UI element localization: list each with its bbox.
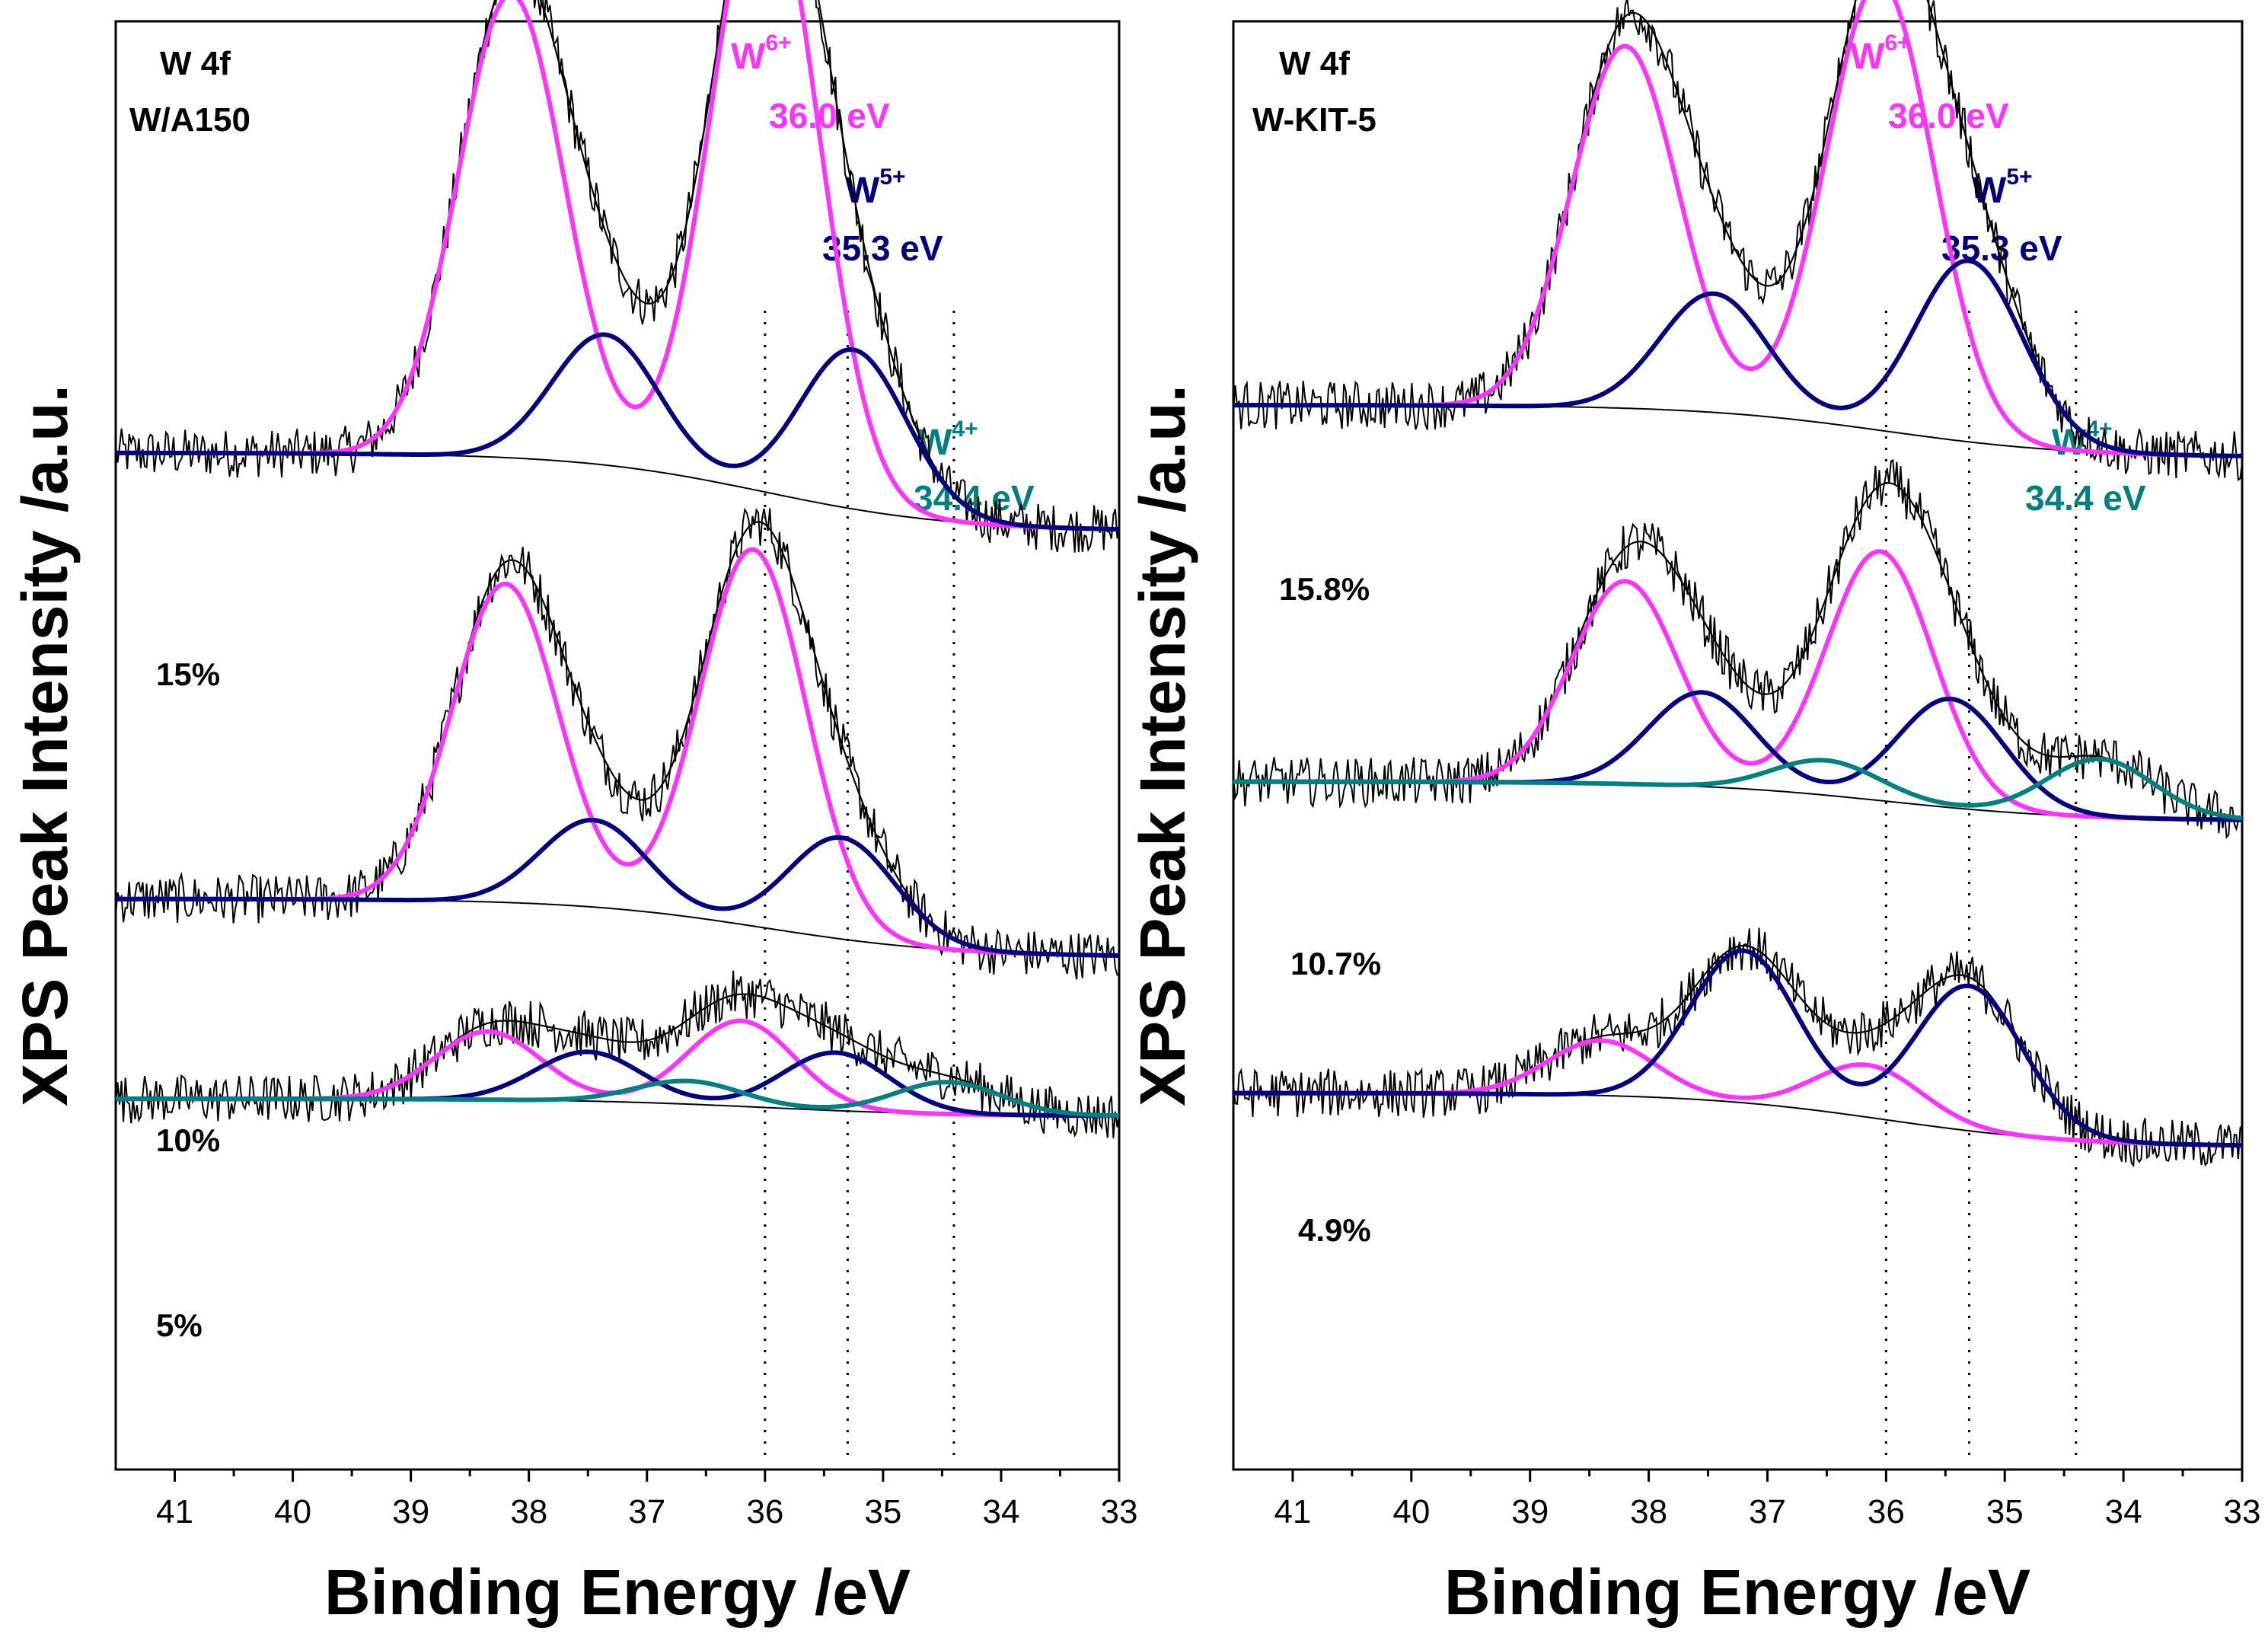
- raw-data-line: [1233, 458, 2243, 840]
- state-superscript: 6+: [765, 30, 791, 56]
- x-tick-label: 39: [1511, 1493, 1549, 1530]
- raw-data-line: [115, 970, 1120, 1138]
- x-tick-label: 33: [2224, 1493, 2261, 1530]
- sample-title: W 4f: [160, 45, 231, 82]
- panel-left: 41 40 39 38 37 36 35 34 33 Binding Energy /eV XPS …: [9, 0, 1137, 1628]
- component-w5plus: [115, 818, 1120, 958]
- state-energy: 36.0 eV: [769, 96, 890, 136]
- sample-title: W-KIT-5: [1252, 101, 1376, 139]
- plot-frame: [114, 20, 1121, 1471]
- sample-title: W/A150: [129, 101, 250, 139]
- state-energy: 34.4 eV: [2025, 478, 2146, 518]
- state-superscript: 5+: [2006, 164, 2032, 190]
- x-tick-label: 37: [628, 1493, 665, 1530]
- component-w6plus: [115, 547, 1120, 958]
- y-axis-title: XPS Peak Intensity /a.u.: [1127, 385, 1198, 1106]
- spectrum-label: 15.8%: [1279, 571, 1370, 607]
- state-label: W6+: [1850, 30, 1911, 77]
- background-line: [1233, 1092, 2242, 1147]
- state-symbol: W: [731, 37, 766, 77]
- component-w5plus: [1233, 948, 2243, 1148]
- plot-frame: [1232, 20, 2244, 1471]
- component-w4plus: [1233, 756, 2243, 821]
- raw-data-line: [115, 0, 1120, 553]
- component-w6plus: [1233, 0, 2243, 458]
- spectrum-label: 10%: [156, 1122, 220, 1158]
- y-axis-title: XPS Peak Intensity /a.u.: [9, 385, 81, 1106]
- state-energy: 36.0 eV: [1888, 96, 2009, 136]
- x-tick-label: 36: [746, 1493, 783, 1530]
- state-label: W6+: [731, 30, 792, 77]
- component-w5plus: [115, 332, 1120, 532]
- panel-right: 41 40 39 38 37 36 35 34 33 Binding Energy /eV XPS …: [1127, 0, 2260, 1628]
- spectrum-label: 4.9%: [1298, 1212, 1371, 1248]
- component-w5plus: [1233, 258, 2243, 458]
- state-symbol: W: [1850, 37, 1885, 77]
- x-tick-label: 34: [982, 1493, 1019, 1530]
- state-superscript: 4+: [952, 416, 978, 442]
- envelope-line: [1233, 0, 2242, 457]
- x-axis-title: Binding Energy /eV: [324, 1556, 911, 1628]
- spectrum-label: 5%: [156, 1307, 203, 1343]
- x-tick-label: 34: [2105, 1493, 2142, 1530]
- component-w4plus: [115, 1078, 1120, 1119]
- envelope-line: [116, 521, 1119, 956]
- x-tick-label: 40: [274, 1493, 311, 1530]
- x-axis-title: Binding Energy /eV: [1444, 1556, 2030, 1628]
- x-tick-label: 35: [1986, 1493, 2024, 1530]
- raw-data-line: [1233, 0, 2243, 482]
- x-tick-label: 38: [510, 1493, 547, 1530]
- x-tick-label: 41: [156, 1493, 193, 1530]
- spectrum-label: 10.7%: [1290, 946, 1381, 981]
- x-tick-label: 37: [1749, 1493, 1786, 1530]
- envelope-line: [1233, 944, 2242, 1147]
- x-tick-label: 36: [1868, 1493, 1905, 1530]
- state-superscript: 5+: [879, 164, 905, 190]
- state-energy: 35.3 eV: [822, 228, 943, 268]
- sample-title: W 4f: [1279, 45, 1350, 82]
- x-tick-label: 40: [1392, 1493, 1430, 1530]
- spectrum-label: 15%: [156, 656, 220, 692]
- x-tick-label: 41: [1274, 1493, 1311, 1530]
- raw-data-line: [115, 507, 1120, 980]
- x-tick-label: 38: [1630, 1493, 1667, 1530]
- x-tick-label: 39: [392, 1493, 429, 1530]
- x-tick-label: 33: [1101, 1493, 1138, 1530]
- x-tick-label: 35: [864, 1493, 901, 1530]
